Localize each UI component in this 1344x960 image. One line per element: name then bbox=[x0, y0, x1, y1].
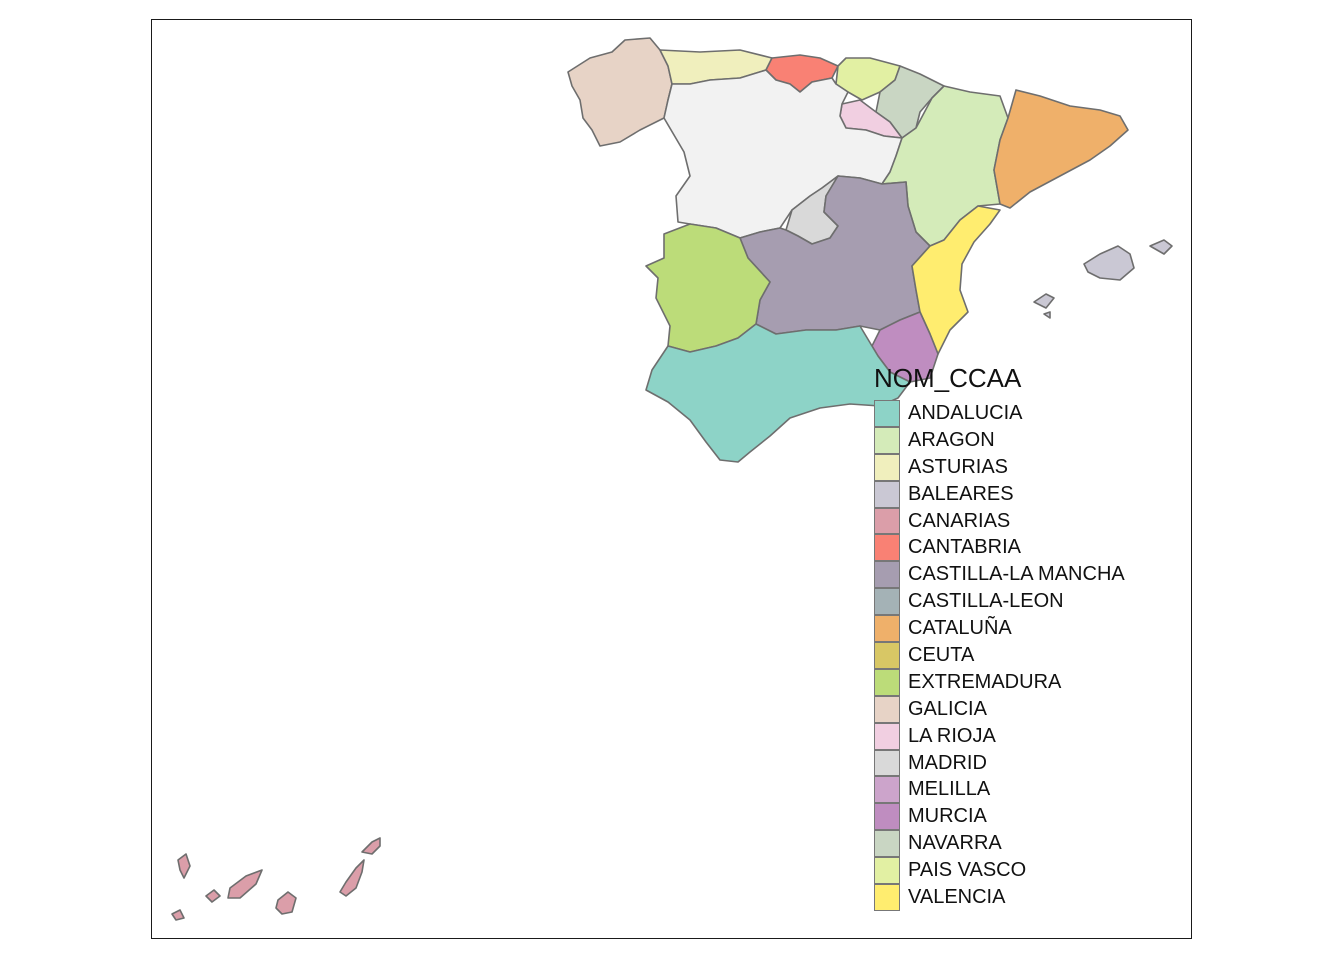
legend-item: ANDALUCIA bbox=[874, 400, 1125, 427]
legend-item: ASTURIAS bbox=[874, 453, 1125, 481]
legend-item: BALEARES bbox=[874, 480, 1125, 508]
legend-item: EXTREMADURA bbox=[874, 668, 1125, 696]
region-canarias-la-palma bbox=[177, 853, 191, 879]
legend: NOM_CCAA ANDALUCIA ARAGON ASTURIAS BALEARES… bbox=[874, 360, 1125, 911]
legend-swatch bbox=[874, 857, 900, 885]
legend-item: CASTILLA-LEON bbox=[874, 588, 1125, 616]
legend-swatch bbox=[874, 453, 900, 481]
legend-item: CATALUÑA bbox=[874, 615, 1125, 643]
region-baleares-ibiza bbox=[1033, 293, 1055, 309]
legend-label: PAIS VASCO bbox=[908, 859, 1027, 882]
region-baleares-formentera bbox=[1043, 311, 1051, 319]
legend-item: MADRID bbox=[874, 749, 1125, 777]
legend-label: ARAGON bbox=[908, 428, 995, 451]
legend-items: ANDALUCIA ARAGON ASTURIAS BALEARES CANARIAS C… bbox=[874, 400, 1125, 911]
legend-label: LA RIOJA bbox=[908, 724, 996, 747]
legend-label: ANDALUCIA bbox=[908, 401, 1023, 424]
legend-item: CANTABRIA bbox=[874, 534, 1125, 562]
legend-item: CANARIAS bbox=[874, 507, 1125, 535]
legend-swatch bbox=[874, 776, 900, 804]
legend-item: MELILLA bbox=[874, 776, 1125, 804]
region-canarias-lanzarote bbox=[361, 837, 381, 855]
region-canarias-la-gomera bbox=[205, 889, 221, 903]
legend-swatch bbox=[874, 400, 900, 427]
legend-label: CEUTA bbox=[908, 643, 975, 666]
legend-swatch bbox=[874, 884, 900, 911]
legend-label: CATALUÑA bbox=[908, 617, 1012, 640]
legend-item: ARAGON bbox=[874, 426, 1125, 454]
region-canarias-gran-canaria bbox=[275, 891, 297, 915]
region-canarias-tenerife bbox=[227, 869, 263, 899]
legend-label: VALENCIA bbox=[908, 885, 1006, 908]
legend-label: MURCIA bbox=[908, 805, 987, 828]
region-canarias-fuerteventura bbox=[339, 859, 365, 897]
legend-label: CANARIAS bbox=[908, 509, 1011, 532]
legend-item: GALICIA bbox=[874, 695, 1125, 723]
legend-swatch bbox=[874, 695, 900, 723]
legend-item: NAVARRA bbox=[874, 830, 1125, 858]
legend-title: NOM_CCAA bbox=[874, 363, 1022, 393]
legend-swatch bbox=[874, 830, 900, 858]
legend-label: CANTABRIA bbox=[908, 536, 1021, 559]
legend-swatch bbox=[874, 561, 900, 589]
legend-swatch bbox=[874, 803, 900, 831]
map-frame bbox=[151, 19, 1192, 939]
legend-label: ASTURIAS bbox=[908, 455, 1009, 478]
legend-swatch bbox=[874, 534, 900, 562]
legend-swatch bbox=[874, 668, 900, 696]
region-baleares-mallorca bbox=[1083, 245, 1135, 281]
legend-label: EXTREMADURA bbox=[908, 670, 1062, 693]
legend-label: MELILLA bbox=[908, 778, 991, 801]
legend-swatch bbox=[874, 588, 900, 616]
legend-label: CASTILLA-LA MANCHA bbox=[908, 563, 1125, 586]
legend-item: PAIS VASCO bbox=[874, 857, 1125, 885]
legend-swatch bbox=[874, 722, 900, 750]
legend-label: CASTILLA-LEON bbox=[908, 590, 1064, 613]
legend-label: GALICIA bbox=[908, 697, 987, 720]
legend-swatch bbox=[874, 507, 900, 535]
legend-swatch bbox=[874, 642, 900, 669]
legend-item: CASTILLA-LA MANCHA bbox=[874, 561, 1125, 589]
legend-swatch bbox=[874, 426, 900, 454]
region-canarias-el-hierro bbox=[171, 909, 185, 921]
legend-swatch bbox=[874, 615, 900, 643]
legend-label: BALEARES bbox=[908, 482, 1014, 505]
region-valencia bbox=[911, 205, 1001, 355]
legend-label: NAVARRA bbox=[908, 832, 1002, 855]
legend-label: MADRID bbox=[908, 751, 987, 774]
legend-item: CEUTA bbox=[874, 642, 1125, 669]
legend-swatch bbox=[874, 749, 900, 777]
region-catalunya bbox=[993, 89, 1129, 209]
region-baleares-menorca bbox=[1149, 239, 1173, 255]
legend-item: VALENCIA bbox=[874, 884, 1125, 911]
legend-item: MURCIA bbox=[874, 803, 1125, 831]
legend-swatch bbox=[874, 480, 900, 508]
legend-item: LA RIOJA bbox=[874, 722, 1125, 750]
